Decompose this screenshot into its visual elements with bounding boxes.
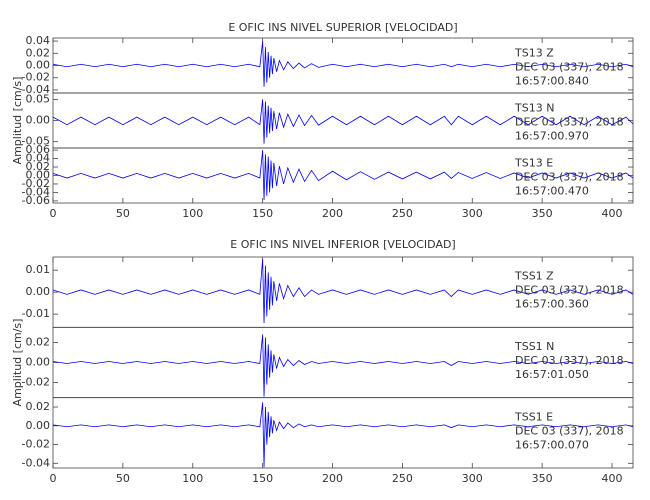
y-axis-label: Amplitud [cm/s] — [11, 319, 24, 407]
station-label: TSS1 Z — [514, 270, 554, 283]
y-tick-label: 0.04 — [26, 34, 51, 47]
y-tick-label: -0.02 — [22, 177, 50, 190]
x-tick-label: 400 — [602, 472, 623, 485]
x-tick-label: 0 — [50, 207, 57, 220]
panel-frame — [52, 397, 634, 469]
date-label: DEC 03 (337), 2018 — [515, 115, 624, 128]
station-label: TS13 Z — [514, 46, 554, 59]
y-tick-label: -0.02 — [22, 438, 50, 451]
y-tick-label: 0.00 — [26, 285, 51, 298]
station-label: TS13 N — [514, 101, 554, 114]
x-tick-label: 300 — [462, 472, 483, 485]
x-tick-label: 200 — [322, 472, 343, 485]
chart-title: E OFIC INS NIVEL SUPERIOR [VELOCIDAD] — [228, 21, 457, 34]
y-tick-label: 0.00 — [26, 59, 51, 72]
x-tick-label: 150 — [252, 207, 273, 220]
x-tick-label: 200 — [322, 207, 343, 220]
y-tick-label: -0.04 — [22, 185, 50, 198]
x-tick-label: 0 — [50, 472, 57, 485]
y-tick-label: 0.06 — [26, 143, 51, 156]
y-tick-label: 0.00 — [26, 169, 51, 182]
station-label: TSS1 E — [514, 410, 553, 423]
waveform — [52, 259, 634, 323]
x-tick-label: 350 — [532, 472, 553, 485]
waveform — [52, 99, 634, 144]
y-tick-label: 0.04 — [26, 152, 51, 165]
y-tick-label: 0.02 — [26, 46, 51, 59]
date-label: DEC 03 (337), 2018 — [515, 284, 624, 297]
date-label: DEC 03 (337), 2018 — [515, 170, 624, 183]
y-tick-label: -0.02 — [22, 376, 50, 389]
y-tick-label: -0.01 — [22, 307, 50, 320]
y-axis-label: Amplitud [cm/s] — [11, 77, 24, 165]
y-tick-label: -0.04 — [22, 456, 50, 469]
y-tick-label: 0.00 — [26, 356, 51, 369]
waveform — [52, 334, 634, 397]
station-label: TSS1 N — [514, 340, 554, 353]
waveform — [52, 402, 634, 468]
waveform — [52, 150, 634, 201]
x-tick-label: 50 — [116, 472, 130, 485]
time-label: 16:57:00.840 — [515, 74, 589, 87]
x-tick-label: 150 — [252, 472, 273, 485]
y-tick-label: 0.05 — [26, 92, 51, 105]
y-tick-label: 0.02 — [26, 400, 51, 413]
x-tick-label: 100 — [182, 207, 203, 220]
y-tick-label: -0.05 — [22, 135, 50, 148]
time-label: 16:57:00.360 — [515, 298, 589, 311]
y-tick-label: -0.02 — [22, 71, 50, 84]
y-tick-label: 0.02 — [26, 335, 51, 348]
x-tick-label: 300 — [462, 207, 483, 220]
time-label: 16:57:00.070 — [515, 438, 589, 451]
x-tick-label: 350 — [532, 207, 553, 220]
y-tick-label: 0.00 — [26, 114, 51, 127]
x-tick-label: 250 — [392, 207, 413, 220]
x-tick-label: 400 — [602, 207, 623, 220]
chart-title: E OFIC INS NIVEL INFERIOR [VELOCIDAD] — [230, 238, 455, 251]
date-label: DEC 03 (337), 2018 — [515, 424, 624, 437]
y-tick-label: -0.06 — [22, 194, 50, 207]
waveform — [52, 41, 634, 87]
y-tick-label: 0.00 — [26, 419, 51, 432]
date-label: DEC 03 (337), 2018 — [515, 354, 624, 367]
time-label: 16:57:00.470 — [515, 184, 589, 197]
time-label: 16:57:00.970 — [515, 129, 589, 142]
x-tick-label: 100 — [182, 472, 203, 485]
y-tick-label: 0.01 — [26, 263, 51, 276]
date-label: DEC 03 (337), 2018 — [515, 60, 624, 73]
y-tick-label: -0.04 — [22, 83, 50, 96]
x-tick-label: 50 — [116, 207, 130, 220]
y-tick-label: 0.02 — [26, 160, 51, 173]
x-tick-label: 250 — [392, 472, 413, 485]
station-label: TS13 E — [514, 156, 553, 169]
time-label: 16:57:01.050 — [515, 368, 589, 381]
